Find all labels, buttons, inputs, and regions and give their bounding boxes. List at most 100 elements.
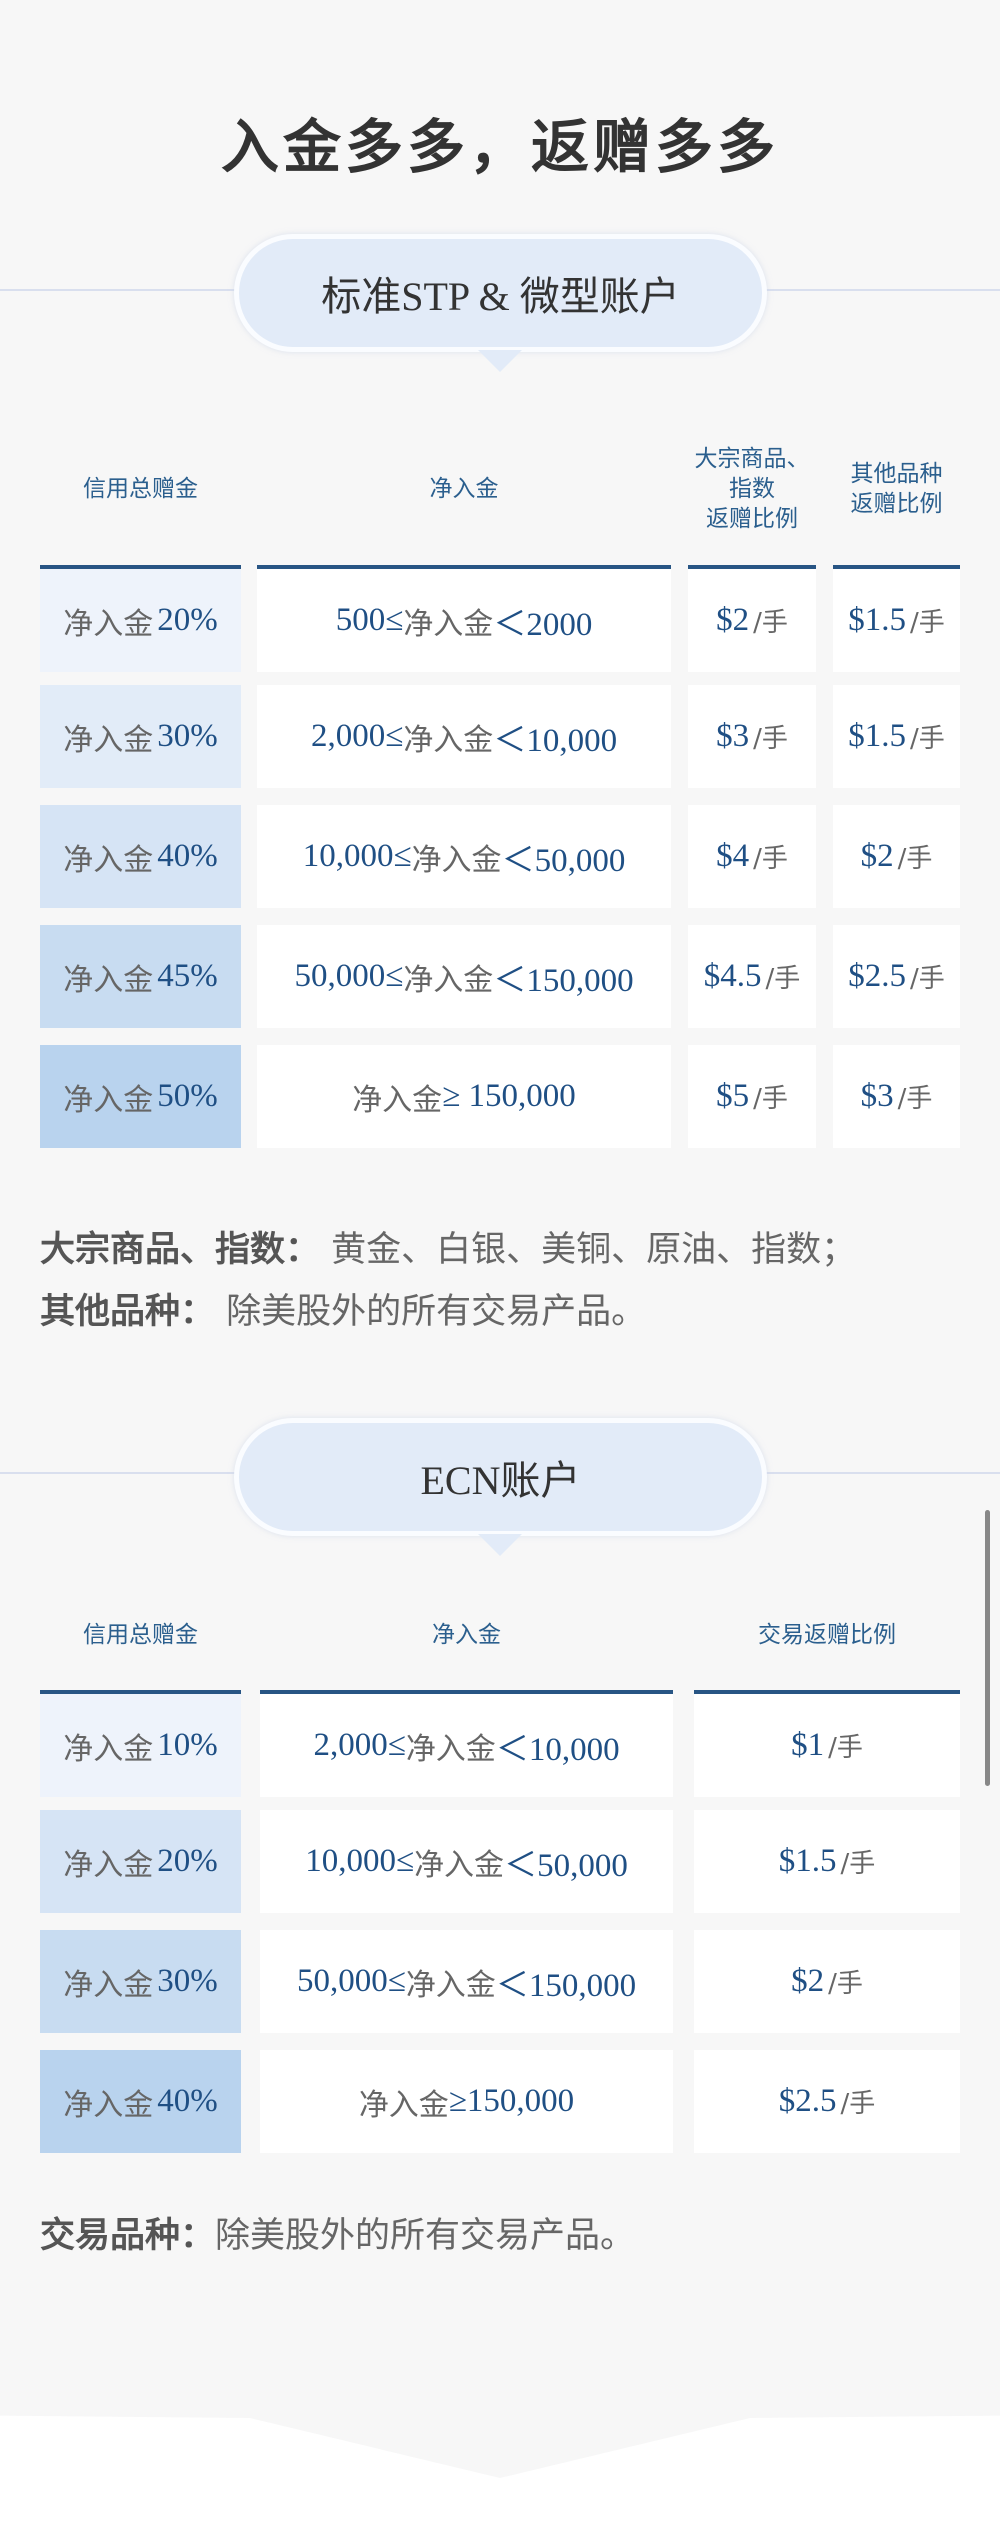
rebate-unit: /手 [753,724,788,754]
rebate-cell: $3/手 [688,685,816,788]
rebate-unit: /手 [909,724,945,754]
bonus-percent: 10% [157,1727,218,1763]
range-max: ＜50,000 [501,842,626,879]
rebate-cell: $1/手 [694,1690,960,1797]
range-max: ＜2000 [493,606,593,643]
rebate-amount: $3 [860,1078,894,1114]
bonus-cell: 净入金 40% [40,2050,241,2153]
rebate-amount: $4.5 [703,958,762,994]
rebate-cell: $1.5/手 [833,685,960,788]
deposit-range-cell: 500≤ 净入金 ＜2000 [257,565,671,672]
range-label: 净入金 [405,1731,496,1767]
note-text: 除美股外的所有交易产品。 [215,2216,636,2256]
range-min: 10,000≤ [305,1843,415,1879]
column-header: 其他品种 返赠比例 [850,461,943,517]
rebate-cell: $5/手 [688,1045,816,1148]
range-max: ≥150,000 [448,2083,575,2119]
bonus-label: 净入金 [63,2087,154,2123]
bonus-cell: 净入金 50% [40,1045,241,1148]
rebate-unit: /手 [753,608,788,638]
range-min: 50,000≤ [294,958,404,994]
rebate-unit: /手 [828,1733,863,1763]
rebate-cell: $3/手 [833,1045,960,1148]
rebate-cell: $2/手 [688,565,816,672]
range-min: 2,000≤ [313,1727,406,1763]
ecn-badge: ECN账户 [234,1418,767,1536]
bonus-percent: 50% [157,1078,218,1114]
note-text: 除美股外的所有交易产品。 [215,1292,647,1332]
rebate-cell: $1.5/手 [833,565,960,672]
stp-badge: 标准STP & 微型账户 [234,234,767,352]
bonus-percent: 20% [157,1843,218,1879]
bonus-label: 净入金 [63,842,154,878]
bonus-percent: 40% [157,838,218,874]
bonus-label: 净入金 [63,962,154,998]
bonus-percent: 30% [157,718,218,754]
range-max: ＜150,000 [493,962,634,999]
deposit-range-cell: 10,000≤ 净入金 ＜50,000 [260,1810,673,1913]
rebate-amount: $2 [860,838,894,874]
range-min: 10,000≤ [302,838,412,874]
scrollbar[interactable] [985,1510,990,1786]
deposit-range-cell: 10,000≤ 净入金 ＜50,000 [257,805,671,908]
bonus-label: 净入金 [63,606,154,642]
rebate-unit: /手 [897,844,933,874]
bonus-cell: 净入金 10% [40,1690,241,1797]
column-header: 大宗商品、 指数 返赠比例 [694,446,810,532]
range-label: 净入金 [403,962,494,998]
bonus-label: 净入金 [63,1082,154,1118]
deposit-range-cell: 2,000≤ 净入金 ＜10,000 [260,1690,673,1797]
deposit-range-cell: 50,000≤ 净入金 ＜150,000 [257,925,671,1028]
rebate-unit: /手 [753,844,788,874]
bonus-cell: 净入金 30% [40,1930,241,2033]
bonus-cell: 净入金 30% [40,685,241,788]
deposit-range-cell: 50,000≤ 净入金 ＜150,000 [260,1930,673,2033]
range-max: ＜10,000 [493,722,618,759]
rebate-cell: $2.5/手 [833,925,960,1028]
rebate-unit: /手 [909,964,945,994]
deposit-range-cell: 2,000≤ 净入金 ＜10,000 [257,685,671,788]
rebate-cell: $2/手 [694,1930,960,2033]
range-label: 净入金 [405,1967,496,2003]
bonus-percent: 40% [157,2083,218,2119]
rebate-unit: /手 [840,1849,876,1879]
range-label: 净入金 [352,1082,443,1118]
rebate-amount: $2 [791,1963,825,1999]
note-text: 黄金、白银、美铜、原油、指数； [320,1230,857,1270]
column-header: 净入金 [429,476,499,503]
range-max: ＜150,000 [495,1967,637,2004]
bonus-cell: 净入金 20% [40,1810,241,1913]
rebate-amount: $1.5 [848,602,906,638]
rebate-cell: $2/手 [833,805,960,908]
bonus-cell: 净入金 45% [40,925,241,1028]
note-label: 交易品种： [40,2216,216,2256]
bonus-percent: 30% [157,1963,218,1999]
bonus-label: 净入金 [63,722,154,758]
rebate-amount: $2.5 [848,958,906,994]
note-label: 其他品种： [40,1292,216,1332]
note-line: 大宗商品、指数： 黄金、白银、美铜、原油、指数； [40,1221,856,1272]
deposit-range-cell: 净入金 ≥ 150,000 [257,1045,671,1148]
badge-pointer [478,1534,522,1556]
rebate-unit: /手 [828,1969,863,1999]
page-title: 入金多多，返赠多多 [220,113,779,181]
range-max: ＜50,000 [504,1847,628,1884]
range-label: 净入金 [403,606,494,642]
column-header: 信用总赠金 [83,476,198,503]
bonus-cell: 净入金 40% [40,805,241,908]
range-max: ≥ 150,000 [442,1078,576,1114]
rebate-amount: $3 [716,718,750,754]
rebate-cell: $1.5/手 [694,1810,960,1913]
note-line: 交易品种：除美股外的所有交易产品。 [40,2207,635,2258]
rebate-cell: $4/手 [688,805,816,908]
rebate-amount: $2.5 [778,2083,837,2119]
column-header: 信用总赠金 [83,1622,198,1649]
note-line: 其他品种： 除美股外的所有交易产品。 [40,1283,646,1334]
rebate-unit: /手 [840,2089,876,2119]
rebate-amount: $4 [716,838,750,874]
range-label: 净入金 [358,2087,449,2123]
rebate-amount: $5 [716,1078,750,1114]
bonus-percent: 20% [157,602,218,638]
rebate-amount: $1.5 [848,718,906,754]
note-label: 大宗商品、指数： [40,1230,321,1270]
